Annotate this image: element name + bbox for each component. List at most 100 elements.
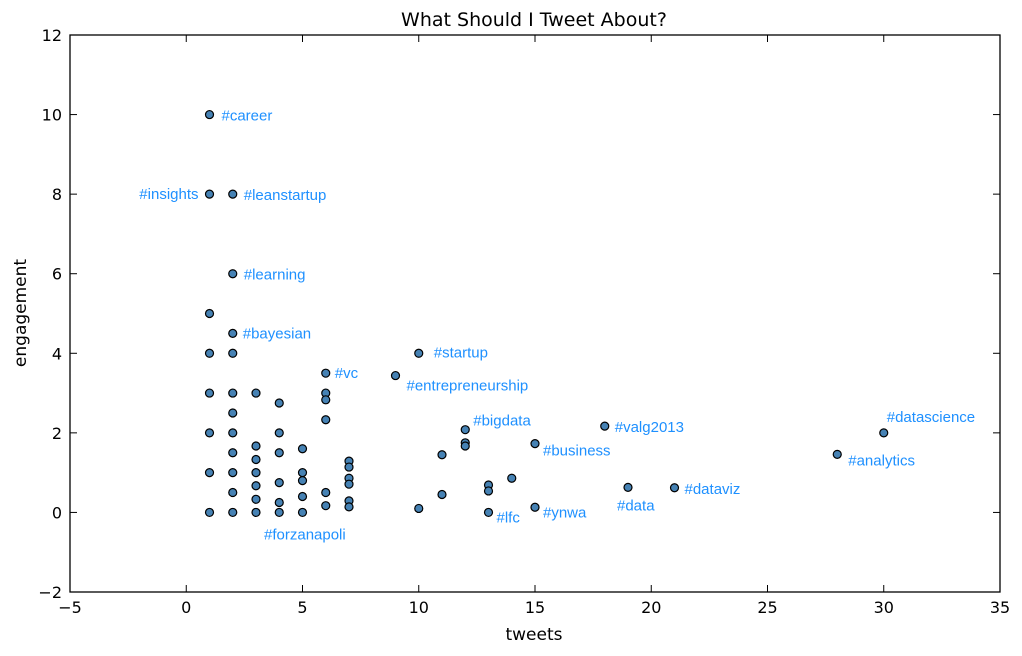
y-tick-label: 0 — [52, 503, 62, 522]
y-tick-label: 2 — [52, 424, 62, 443]
data-point — [274, 428, 284, 438]
point-annotation: #leanstartup — [244, 187, 327, 204]
data-point — [530, 502, 540, 512]
point-annotation: #entrepreneurship — [407, 378, 529, 395]
data-point — [297, 507, 308, 518]
point-annotation: #career — [222, 108, 273, 125]
data-point — [228, 348, 238, 358]
y-tick-label: 6 — [52, 265, 62, 284]
data-point — [390, 370, 401, 381]
data-point — [437, 489, 447, 500]
data-point — [344, 502, 354, 512]
point-annotation: #forzanapoli — [264, 526, 346, 543]
x-tick-label: −5 — [58, 598, 82, 617]
data-point — [228, 428, 238, 438]
data-point — [228, 269, 238, 279]
data-point — [530, 438, 540, 449]
point-annotation: #lfc — [497, 509, 521, 526]
x-tick-label: 5 — [297, 598, 307, 617]
point-annotation: #valg2013 — [615, 419, 684, 436]
data-point — [204, 428, 215, 438]
data-point — [483, 486, 494, 496]
x-tick-label: 0 — [181, 598, 191, 617]
x-tick-label: 15 — [525, 598, 545, 617]
data-point — [251, 494, 261, 504]
data-point — [669, 483, 680, 493]
point-annotation: #bayesian — [243, 325, 311, 342]
data-point — [879, 428, 889, 438]
data-point — [228, 468, 238, 478]
data-point — [251, 507, 261, 518]
data-point — [460, 425, 470, 435]
data-point — [251, 454, 261, 465]
data-point — [297, 444, 308, 454]
data-point — [204, 388, 215, 398]
data-point — [228, 328, 238, 338]
y-tick-label: −2 — [38, 583, 62, 602]
data-point — [344, 479, 354, 489]
x-axis-title: tweets — [505, 625, 562, 645]
data-point — [251, 468, 261, 478]
y-tick-label: 8 — [52, 185, 62, 204]
data-point — [832, 449, 842, 459]
y-tick-label: 4 — [52, 344, 62, 363]
data-point — [321, 487, 331, 498]
data-point — [274, 507, 284, 518]
data-point — [414, 348, 424, 358]
y-axis-title: engagement — [11, 259, 31, 367]
chart-title: What Should I Tweet About? — [401, 9, 667, 31]
data-points — [204, 109, 889, 518]
x-tick-label: 30 — [874, 598, 894, 617]
data-point — [204, 109, 215, 120]
point-annotation: #data — [617, 497, 655, 514]
data-point — [228, 189, 238, 199]
data-point — [297, 476, 308, 486]
point-annotation: #bigdata — [473, 413, 531, 430]
point-annotation: #learning — [244, 267, 306, 284]
data-point — [204, 308, 215, 319]
data-point — [321, 368, 331, 378]
data-point — [600, 421, 610, 431]
data-point — [204, 348, 215, 358]
point-annotation: #ynwa — [543, 504, 587, 521]
point-annotation: #dataviz — [685, 481, 741, 498]
data-point — [274, 448, 284, 458]
data-point — [204, 468, 215, 478]
x-tick-label: 10 — [409, 598, 429, 617]
data-point — [228, 388, 238, 398]
data-point — [623, 482, 633, 492]
point-annotation: #datascience — [887, 409, 975, 426]
point-annotation: #vc — [335, 365, 359, 382]
data-point — [251, 388, 261, 398]
data-point — [321, 415, 331, 425]
data-point — [228, 507, 238, 518]
data-point — [437, 450, 447, 460]
data-point — [321, 501, 331, 511]
data-point — [228, 408, 238, 418]
data-point — [228, 487, 238, 498]
axis-ticks: −5 0 5 10 15 20 25 30 35 −2 0 2 4 6 8 10 12 — [38, 26, 1010, 617]
data-point — [297, 491, 308, 502]
x-tick-label: 20 — [641, 598, 661, 617]
point-annotations: #career #insights #leanstartup #learning #ba… — [139, 108, 975, 544]
data-point — [321, 395, 331, 405]
data-point — [344, 462, 354, 472]
data-point — [274, 398, 284, 408]
data-point — [274, 477, 284, 488]
data-point — [414, 503, 424, 514]
point-annotation: #analytics — [848, 452, 915, 469]
data-point — [204, 507, 215, 518]
data-point — [483, 507, 494, 518]
data-point — [274, 497, 284, 508]
data-point — [507, 473, 517, 483]
point-annotation: #insights — [139, 186, 198, 203]
x-tick-label: 35 — [990, 598, 1010, 617]
point-annotation: #startup — [434, 344, 488, 361]
y-tick-label: 10 — [42, 106, 62, 125]
point-annotation: #business — [543, 443, 611, 460]
y-tick-label: 12 — [42, 26, 62, 45]
data-point — [228, 448, 238, 458]
x-tick-label: 25 — [757, 598, 777, 617]
data-point — [251, 441, 261, 451]
